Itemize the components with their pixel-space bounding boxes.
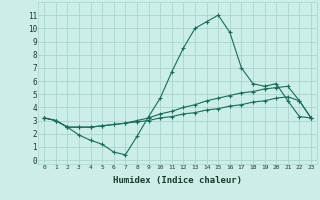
X-axis label: Humidex (Indice chaleur): Humidex (Indice chaleur) (113, 176, 242, 185)
